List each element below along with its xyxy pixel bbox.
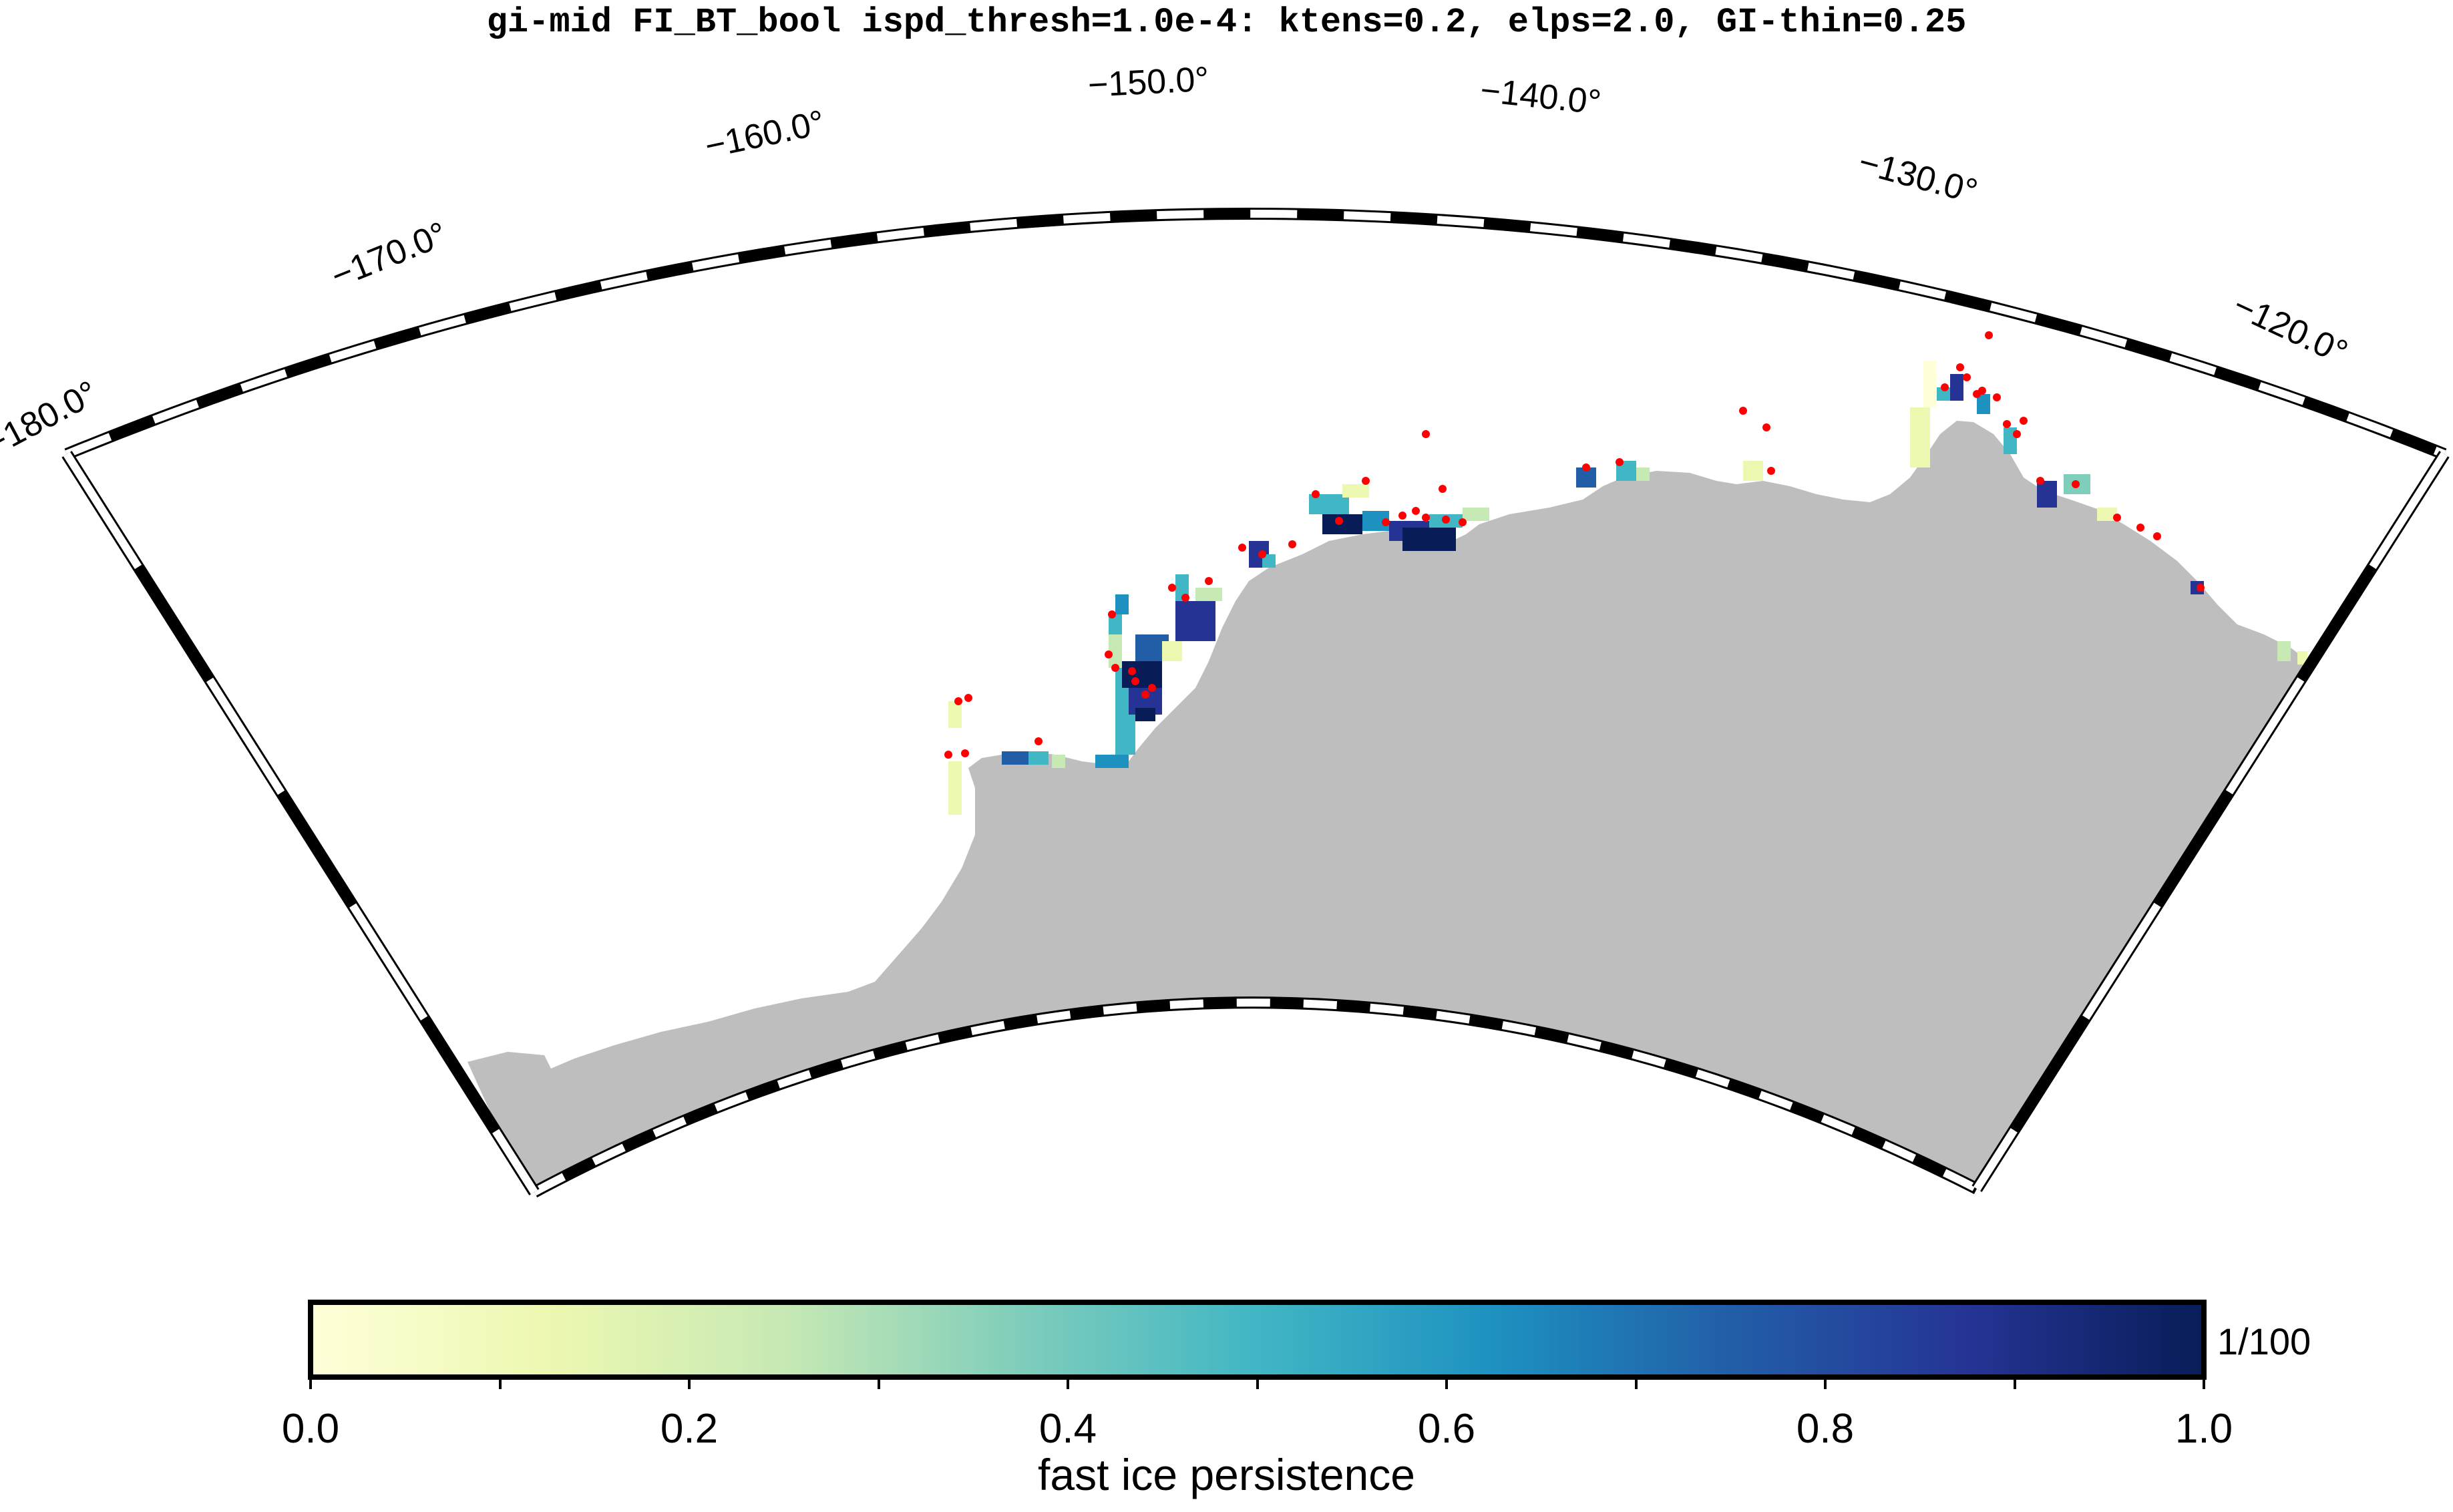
colorbar-tick-5: 1.0	[2175, 1406, 2233, 1452]
colorbar-tick-3: 0.6	[1418, 1406, 1475, 1452]
lon-label-170: −170.0°	[326, 214, 453, 296]
lon-label-160: −160.0°	[701, 103, 827, 166]
antarctic-land	[467, 421, 2304, 1192]
lon-label-120: −120.0°	[2227, 286, 2353, 372]
map-frame	[61, 208, 2450, 1197]
colorbar: 0.0 0.2 0.4 0.6 0.8 1.0	[282, 1300, 2233, 1452]
colorbar-tick-0: 0.0	[282, 1406, 339, 1452]
colorbar-tick-2: 0.4	[1039, 1406, 1097, 1452]
lon-label-130: −130.0°	[1855, 143, 1982, 212]
map-title: gi-mid FI_BT_bool ispd_thresh=1.0e-4: kt…	[486, 3, 1967, 42]
fast-ice-cells	[948, 361, 2307, 815]
colorbar-unit: 1/100	[2217, 1320, 2311, 1362]
colorbar-tick-4: 0.8	[1797, 1406, 1854, 1452]
grounded-iceberg-markers	[944, 331, 2205, 759]
colorbar-ticks	[309, 1377, 2205, 1389]
colorbar-label: fast ice persistence	[1038, 1450, 1415, 1499]
colorbar-tick-1: 0.2	[661, 1406, 718, 1452]
lon-label-140: −140.0°	[1479, 71, 1603, 122]
longitude-labels: −180.0° −170.0° −160.0° −150.0° −140.0° …	[0, 60, 2353, 465]
lon-label-150: −150.0°	[1087, 60, 1210, 105]
colorbar-gradient	[308, 1300, 2207, 1380]
